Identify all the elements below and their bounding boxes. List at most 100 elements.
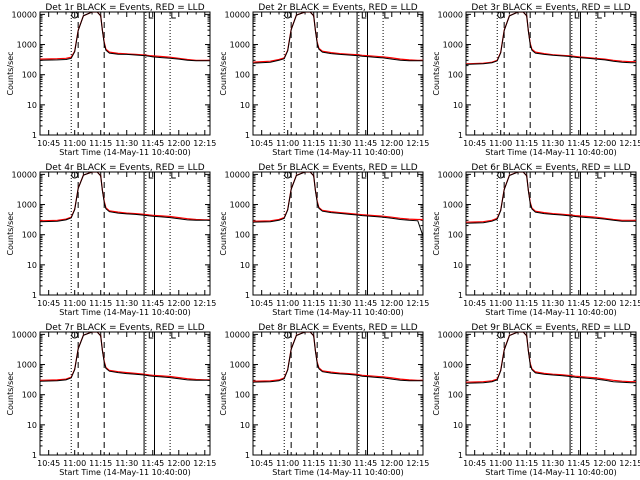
- y-tick-label: 1: [458, 131, 463, 140]
- x-tick-label: 12:15: [406, 299, 429, 308]
- y-tick-label: 10: [240, 261, 250, 270]
- series-black-line: [40, 12, 210, 62]
- y-tick-label: 10: [453, 101, 463, 110]
- panel-title: Det 5r BLACK = Events, RED = LLD: [258, 163, 417, 173]
- x-axis-label: Start Time (14-May-11 10:40:00): [59, 468, 190, 477]
- marker-c: [171, 172, 176, 179]
- y-axis-label: Counts/sec: [219, 371, 228, 415]
- marker-b-circle: [284, 11, 292, 19]
- panel-title: Det 6r BLACK = Events, RED = LLD: [471, 163, 630, 173]
- x-axis-label: Start Time (14-May-11 10:40:00): [485, 148, 616, 157]
- panel-title: Det 2r BLACK = Events, RED = LLD: [258, 3, 417, 13]
- data-layer: [253, 172, 423, 237]
- plot-frame: [465, 171, 637, 296]
- plot-frame: [252, 11, 424, 136]
- marker-a: [574, 172, 580, 179]
- marker-a: [148, 332, 154, 339]
- marker-c: [384, 172, 389, 179]
- marker-b-circle: [71, 171, 79, 179]
- x-tick-label: 11:15: [515, 299, 538, 308]
- y-axis-label: Counts/sec: [6, 211, 15, 255]
- marker-b-circle: [497, 331, 505, 339]
- panel-title: Det 7r BLACK = Events, RED = LLD: [45, 323, 204, 333]
- x-tick-label: 11:15: [89, 299, 112, 308]
- y-tick-label: 100: [22, 231, 37, 240]
- marker-a: [574, 12, 580, 19]
- chart-panel-7: 1 10 100 1000 10000 10:45 11:00 11:15 11:30 11:45…: [6, 323, 216, 477]
- y-tick-label: 10000: [12, 170, 37, 179]
- x-tick-label: 11:00: [63, 139, 86, 148]
- data-layer: [253, 332, 423, 383]
- x-tick-label: 11:30: [328, 299, 351, 308]
- x-tick-label: 11:30: [541, 459, 564, 468]
- x-tick-label: 11:00: [276, 459, 299, 468]
- y-tick-label: 1000: [443, 201, 463, 210]
- data-layer: [40, 332, 210, 382]
- x-tick-label: 11:30: [328, 459, 351, 468]
- y-tick-label: 10000: [438, 170, 463, 179]
- x-tick-label: 11:00: [276, 299, 299, 308]
- plot-frame: [39, 171, 211, 296]
- x-tick-label: 11:45: [354, 139, 377, 148]
- marker-c: [384, 332, 389, 339]
- series-black-line: [466, 332, 636, 384]
- x-tick-label: 12:00: [167, 299, 190, 308]
- series-black-line: [253, 332, 423, 383]
- x-axis-label: Start Time (14-May-11 10:40:00): [272, 148, 403, 157]
- y-tick-label: 1000: [230, 201, 250, 210]
- data-layer: [466, 12, 636, 65]
- series-black-line: [253, 172, 423, 237]
- series-black-line: [466, 172, 636, 224]
- x-tick-label: 12:00: [380, 459, 403, 468]
- panel-title: Det 1r BLACK = Events, RED = LLD: [45, 3, 204, 13]
- x-tick-label: 12:15: [193, 459, 216, 468]
- plot-frame: [252, 331, 424, 456]
- y-axis-label: Counts/sec: [432, 371, 441, 415]
- panel-title: Det 3r BLACK = Events, RED = LLD: [471, 3, 630, 13]
- x-tick-label: 12:15: [619, 459, 640, 468]
- y-tick-label: 1: [32, 451, 37, 460]
- x-tick-label: 11:30: [115, 299, 138, 308]
- x-tick-label: 11:00: [63, 459, 86, 468]
- marker-a: [148, 172, 154, 179]
- x-tick-label: 11:30: [115, 459, 138, 468]
- x-tick-label: 12:00: [167, 459, 190, 468]
- series-black-line: [466, 12, 636, 65]
- y-tick-label: 1000: [230, 41, 250, 50]
- y-axis-label: Counts/sec: [6, 51, 15, 95]
- y-tick-label: 10000: [12, 330, 37, 339]
- x-axis-label: Start Time (14-May-11 10:40:00): [272, 308, 403, 317]
- x-axis-label: Start Time (14-May-11 10:40:00): [59, 148, 190, 157]
- y-tick-label: 10: [27, 261, 37, 270]
- x-tick-label: 12:00: [593, 139, 616, 148]
- x-tick-label: 11:45: [141, 459, 164, 468]
- x-tick-label: 10:45: [250, 299, 273, 308]
- x-axis-label: Start Time (14-May-11 10:40:00): [485, 468, 616, 477]
- x-tick-label: 11:30: [541, 299, 564, 308]
- x-tick-label: 11:45: [354, 299, 377, 308]
- y-tick-label: 1000: [17, 361, 37, 370]
- y-axis-label: Counts/sec: [219, 211, 228, 255]
- x-tick-label: 12:15: [619, 299, 640, 308]
- marker-b-circle: [284, 331, 292, 339]
- marker-a: [574, 332, 580, 339]
- y-tick-label: 10000: [225, 10, 250, 19]
- x-tick-label: 11:15: [515, 139, 538, 148]
- marker-b-circle: [71, 331, 79, 339]
- panel-title: Det 9r BLACK = Events, RED = LLD: [471, 323, 630, 333]
- marker-c: [171, 12, 176, 19]
- marker-c: [384, 12, 389, 19]
- x-tick-label: 12:00: [380, 139, 403, 148]
- x-tick-label: 12:15: [406, 459, 429, 468]
- data-layer: [40, 12, 210, 62]
- x-tick-label: 11:45: [141, 299, 164, 308]
- y-tick-label: 100: [22, 391, 37, 400]
- y-tick-label: 1: [32, 291, 37, 300]
- y-tick-label: 100: [448, 71, 463, 80]
- y-axis-label: Counts/sec: [432, 51, 441, 95]
- x-tick-label: 12:00: [380, 299, 403, 308]
- y-tick-label: 100: [235, 231, 250, 240]
- data-layer: [466, 332, 636, 384]
- y-tick-label: 10: [240, 101, 250, 110]
- x-tick-label: 12:15: [193, 299, 216, 308]
